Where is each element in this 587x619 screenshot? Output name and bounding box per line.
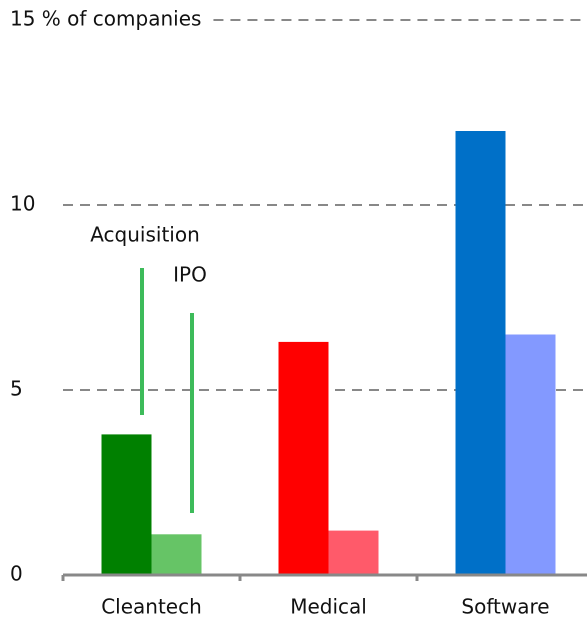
x-tick-label: Software [461,595,549,619]
bar [151,534,202,575]
bar [505,334,556,575]
annotation: Acquisition [90,223,200,247]
y-tick-label: 0 [10,562,23,586]
y-tick-label: 15 % of companies [10,7,201,31]
x-tick-label: Cleantech [101,595,202,619]
y-tick-label: 10 [10,192,35,216]
bar [278,341,329,575]
bar [328,530,379,575]
y-tick-label: 5 [10,377,23,401]
bar [455,131,506,575]
bar [101,434,152,575]
x-tick-label: Medical [290,595,367,619]
annotation: IPO [173,263,207,287]
bars [101,131,556,575]
